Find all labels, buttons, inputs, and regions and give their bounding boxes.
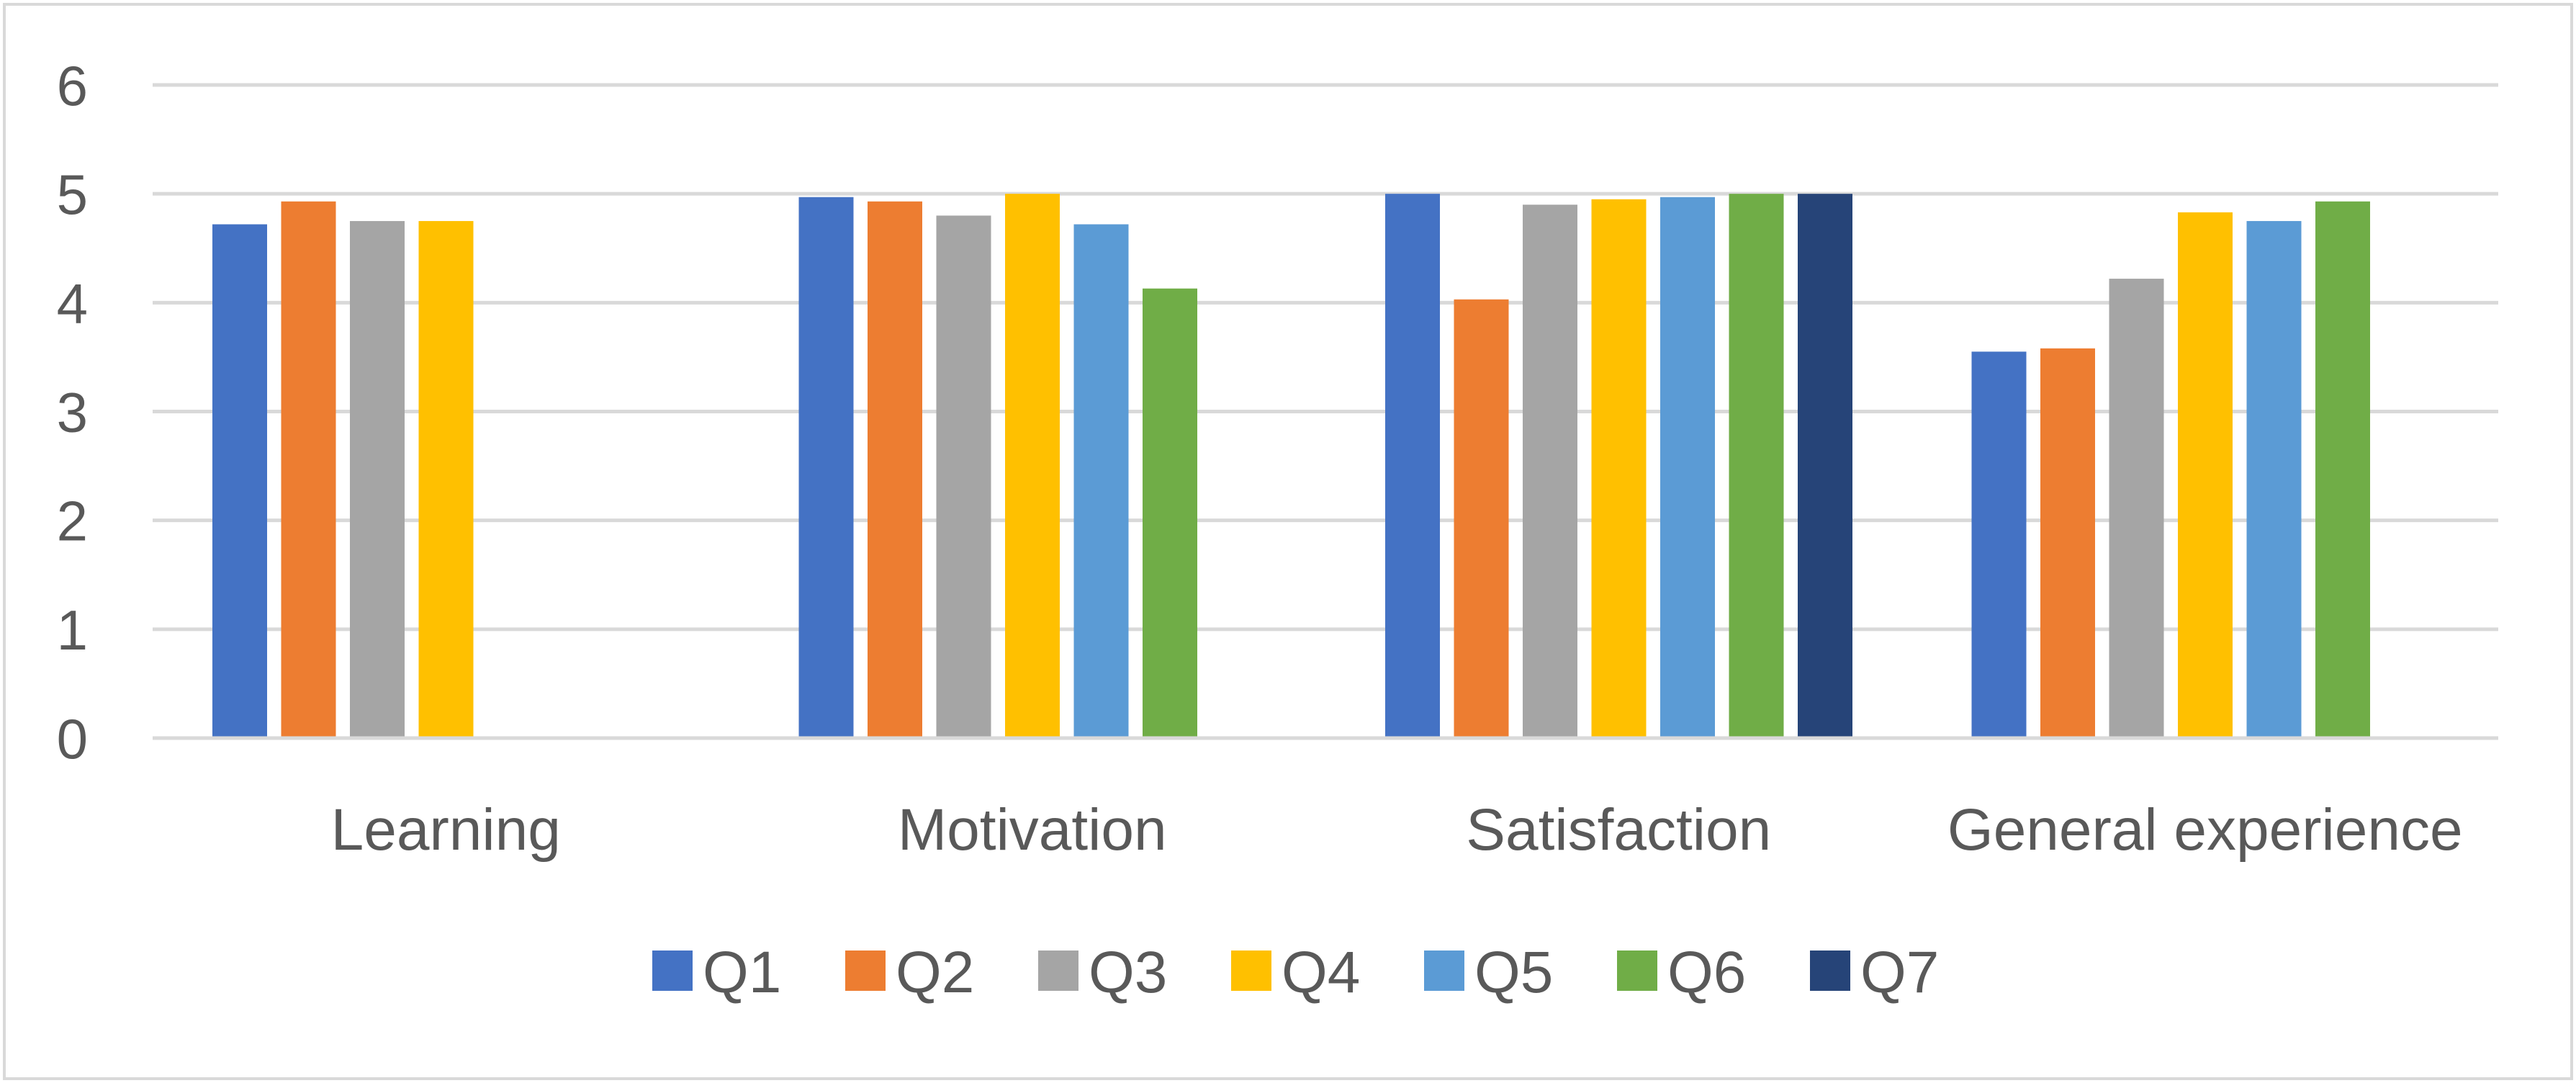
legend-swatch-q6 [1617, 951, 1657, 991]
bar-general-experience-q5 [2246, 220, 2302, 738]
legend-label-q7: Q7 [1860, 940, 1939, 1005]
legend-label-q3: Q3 [1089, 940, 1167, 1005]
y-tick-label-4: 4 [57, 271, 88, 335]
legend-label-q6: Q6 [1667, 940, 1746, 1005]
gridlines [153, 83, 2498, 632]
legend: Q1 Q2 Q3 Q4 Q5 Q6 Q7 [652, 940, 1939, 1005]
bar-learning-q2 [281, 201, 336, 739]
legend-swatch-q1 [652, 951, 693, 991]
legend-item-q2: Q2 [845, 940, 974, 1005]
legend-item-q6: Q6 [1617, 940, 1746, 1005]
bar-motivation-q4 [1005, 194, 1060, 739]
legend-item-q1: Q1 [652, 940, 781, 1005]
bar-motivation-q5 [1073, 224, 1129, 738]
y-tick-label-1: 1 [57, 598, 88, 662]
bar-learning-q3 [350, 220, 405, 738]
bar-satisfaction-q7 [1798, 194, 1852, 739]
bar-general-experience-q3 [2109, 279, 2164, 738]
bar-general-experience-q6 [2315, 201, 2370, 739]
bar-satisfaction-q6 [1729, 194, 1784, 739]
bar-learning-q4 [418, 220, 474, 738]
y-tick-label-0: 0 [57, 707, 88, 770]
legend-label-q4: Q4 [1282, 940, 1360, 1005]
bar-motivation-q1 [798, 197, 854, 738]
bar-general-experience-q1 [1971, 351, 2027, 738]
y-axis-tick-labels: 0 1 2 3 4 5 6 [57, 54, 88, 770]
category-label-general-experience: General experience [1947, 797, 2463, 863]
y-tick-label-3: 3 [57, 381, 88, 444]
bar-motivation-q6 [1143, 288, 1197, 739]
bar-general-experience-q4 [2178, 212, 2233, 738]
legend-swatch-q2 [845, 951, 886, 991]
bar-general-experience-q2 [2040, 348, 2095, 738]
category-label-satisfaction: Satisfaction [1466, 797, 1771, 863]
bar-satisfaction-q1 [1385, 194, 1440, 739]
category-label-learning: Learning [331, 797, 561, 863]
legend-item-q7: Q7 [1810, 940, 1939, 1005]
bar-motivation-q2 [868, 201, 922, 739]
bars [212, 194, 2370, 739]
bar-satisfaction-q5 [1660, 197, 1715, 738]
legend-item-q5: Q5 [1424, 940, 1553, 1005]
legend-label-q2: Q2 [896, 940, 974, 1005]
bar-satisfaction-q4 [1591, 199, 1647, 739]
y-tick-label-2: 2 [57, 490, 88, 553]
legend-label-q5: Q5 [1474, 940, 1553, 1005]
legend-swatch-q4 [1231, 951, 1271, 991]
legend-label-q1: Q1 [703, 940, 781, 1005]
y-tick-label-5: 5 [57, 163, 88, 226]
y-tick-label-6: 6 [57, 54, 88, 117]
bar-motivation-q3 [936, 215, 991, 738]
legend-swatch-q7 [1810, 951, 1850, 991]
bar-satisfaction-q3 [1523, 205, 1577, 738]
legend-item-q3: Q3 [1038, 940, 1167, 1005]
legend-swatch-q3 [1038, 951, 1078, 991]
legend-item-q4: Q4 [1231, 940, 1360, 1005]
legend-swatch-q5 [1424, 951, 1464, 991]
bar-satisfaction-q2 [1454, 299, 1509, 738]
x-axis-category-labels: Learning Motivation Satisfaction General ex… [331, 797, 2463, 863]
category-label-motivation: Motivation [898, 797, 1167, 863]
bar-learning-q1 [212, 224, 267, 738]
